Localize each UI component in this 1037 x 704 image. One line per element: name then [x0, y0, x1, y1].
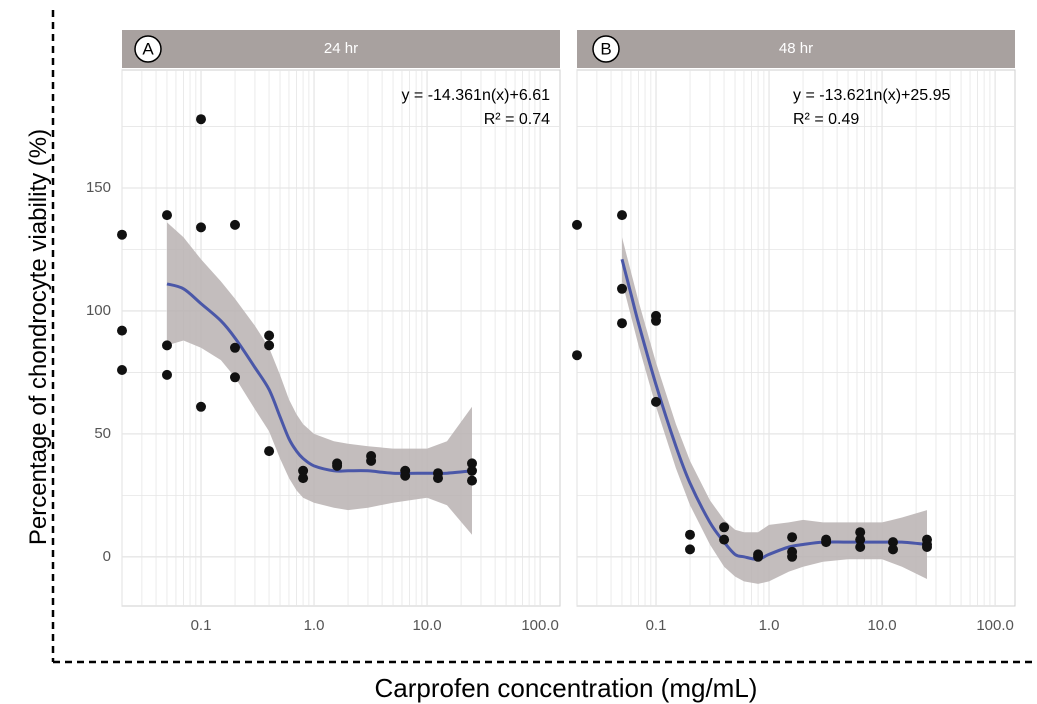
data-point [685, 544, 695, 555]
plot-area-b [576, 69, 1016, 607]
data-point [467, 465, 477, 476]
data-point [162, 210, 172, 221]
y-tick-label-150: 150 [86, 179, 111, 196]
fit-line-b [620, 258, 928, 561]
x-axis-label: Carprofen concentration (mg/mL) [375, 673, 758, 703]
data-point [787, 551, 798, 562]
data-point [888, 544, 898, 555]
grid-a [121, 70, 560, 606]
panel-badge-b-label: B [600, 39, 611, 58]
data-point [162, 369, 172, 380]
ci-ribbon-a [167, 222, 472, 535]
data-point [230, 219, 240, 230]
data-point [467, 458, 477, 469]
strip-label-b: 48 hr [779, 40, 813, 57]
data-point [298, 465, 309, 476]
data-point [753, 551, 764, 562]
data-point [617, 318, 627, 329]
data-point [298, 473, 309, 484]
data-point [467, 475, 477, 486]
data-point [366, 455, 377, 466]
equation-b: y = -13.621n(x)+25.95 [793, 87, 951, 104]
data-point [888, 537, 898, 548]
strip-a [122, 30, 560, 68]
data-point [651, 396, 661, 407]
y-tick-labels: 0 50 100 150 [86, 179, 111, 565]
x-tick-label-a-10.0: 10.0 [412, 617, 441, 634]
strip-b [577, 30, 1015, 68]
x-tick-label-b-0.1: 0.1 [646, 617, 667, 634]
data-point [264, 330, 275, 341]
data-point [196, 401, 206, 412]
data-point [572, 219, 582, 230]
data-point [332, 460, 343, 471]
data-point [117, 229, 127, 240]
data-point [719, 522, 730, 533]
panel-badge-a-label: A [142, 39, 154, 58]
points-b [572, 210, 932, 562]
data-point [196, 222, 206, 233]
strip-label-a: 24 hr [324, 40, 358, 57]
data-point [855, 534, 866, 545]
data-point [855, 527, 866, 538]
data-point [230, 372, 240, 383]
data-point [433, 473, 443, 484]
data-point [617, 283, 627, 294]
panel-badge-a [134, 35, 162, 63]
y-tick-label-50: 50 [94, 425, 111, 442]
panel-a: 24 hr A y = -14.361n(x)+6.61 R² = 0.74 0… [117, 30, 561, 634]
r-squared-a: R² = 0.74 [484, 111, 550, 128]
data-point [264, 340, 275, 351]
data-point [572, 350, 582, 361]
points-a [117, 114, 477, 486]
data-point [230, 342, 240, 353]
data-point [719, 534, 730, 545]
data-point [264, 446, 275, 457]
data-point [617, 210, 627, 221]
data-point [685, 529, 695, 540]
data-point [196, 114, 206, 125]
data-point [651, 315, 661, 326]
y-tick-label-100: 100 [86, 302, 111, 319]
x-tick-label-a-1.0: 1.0 [304, 617, 325, 634]
r-squared-b: R² = 0.49 [793, 111, 859, 128]
panel-badge-b [592, 35, 620, 63]
fit-line-a [166, 282, 473, 475]
data-point [922, 542, 932, 552]
data-point [162, 340, 172, 351]
data-point [855, 542, 866, 552]
x-tick-label-b-1.0: 1.0 [759, 617, 780, 634]
data-point [117, 365, 127, 375]
x-tick-label-b-10.0: 10.0 [867, 617, 896, 634]
x-tick-label-b-100.0: 100.0 [976, 617, 1014, 634]
equation-a: y = -14.361n(x)+6.61 [401, 87, 550, 104]
x-tick-labels-b: 0.1 1.0 10.0 100.0 [646, 617, 1014, 634]
x-tick-label-a-100.0: 100.0 [521, 617, 559, 634]
data-point [821, 537, 832, 548]
y-axis-label: Percentage of chondrocyte viability (%) [25, 129, 52, 545]
data-point [787, 532, 798, 543]
y-tick-label-0: 0 [103, 548, 111, 565]
x-tick-labels-a: 0.1 1.0 10.0 100.0 [191, 617, 559, 634]
data-point [117, 325, 127, 336]
x-tick-label-a-0.1: 0.1 [191, 617, 212, 634]
data-point [400, 470, 411, 481]
panel-b: 48 hr B y = -13.621n(x)+25.95 R² = 0.49 … [572, 30, 1016, 634]
